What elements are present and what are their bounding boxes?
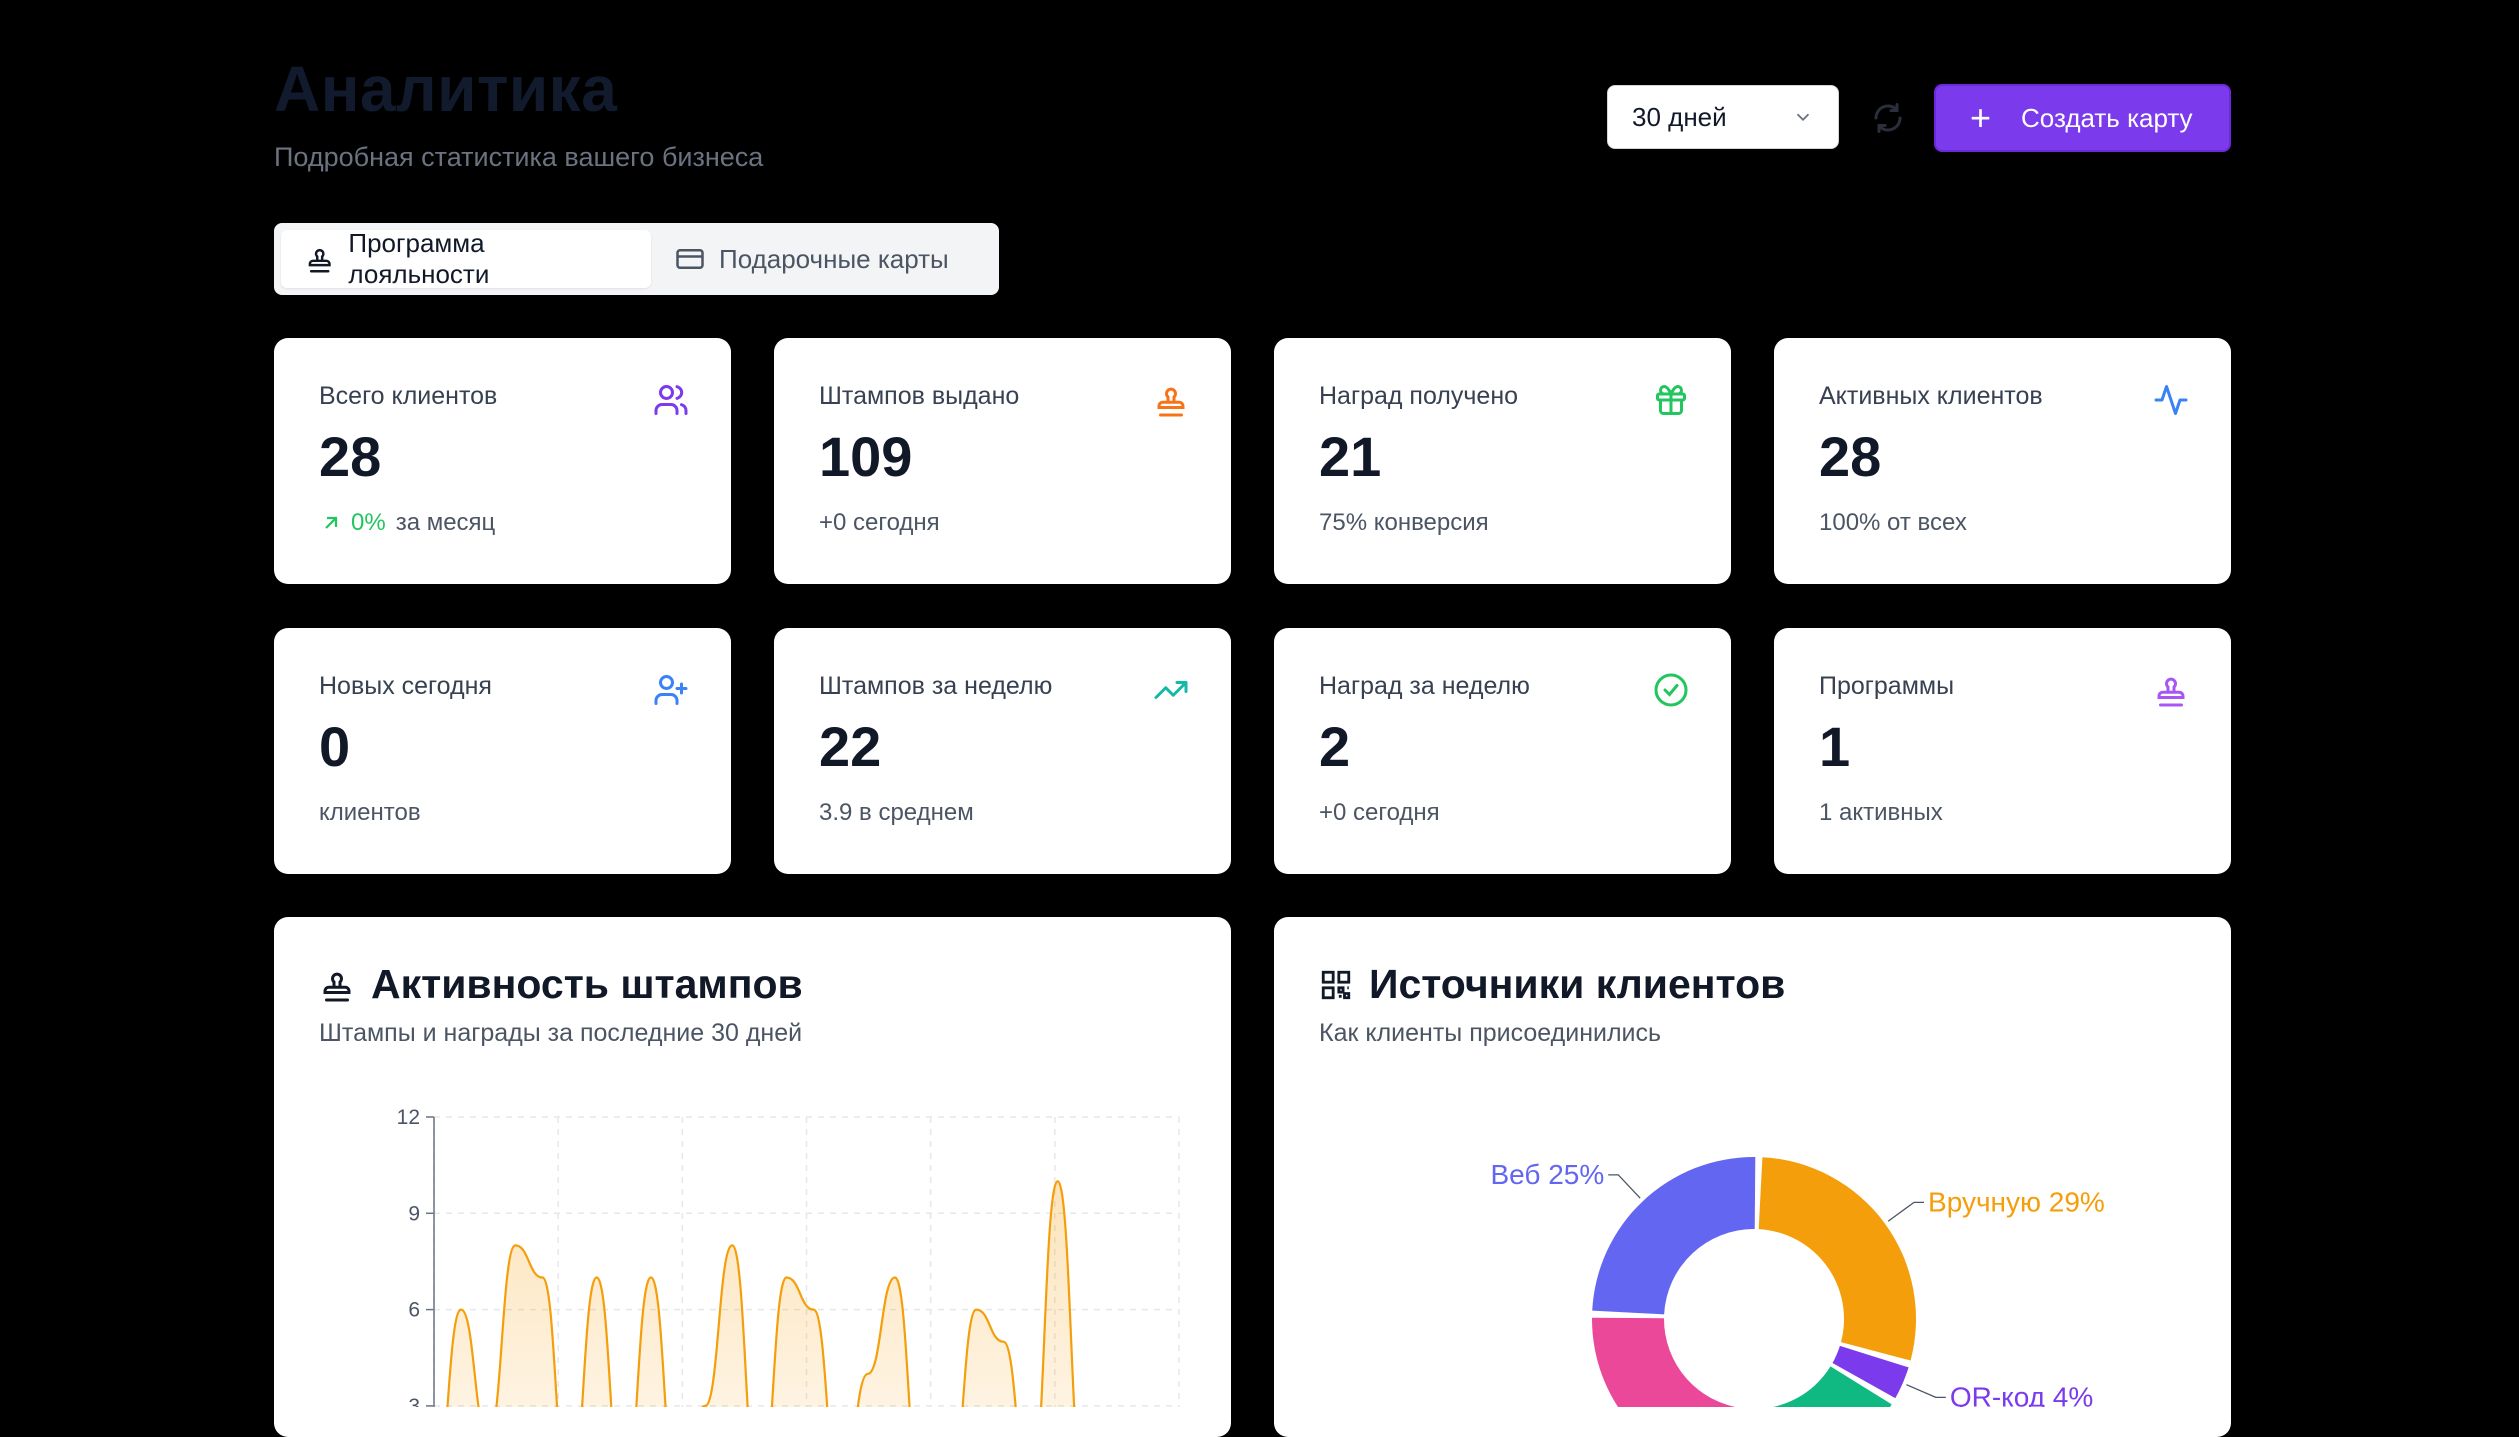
plus-icon: + — [1970, 97, 1992, 138]
stat-card-rewards-received: Наград получено 21 75% конверсия — [1274, 338, 1731, 584]
y-tick-label: 3 — [408, 1395, 420, 1407]
chevron-down-icon — [1796, 113, 1810, 122]
stat-value: 28 — [319, 425, 382, 488]
stat-label: Штампов за неделю — [819, 672, 1053, 700]
create-card-label: Создать карту — [2021, 102, 2193, 133]
credit-card-icon — [676, 249, 704, 269]
stat-value: 21 — [1319, 425, 1382, 488]
stat-card-programs: Программы 1 1 активных — [1774, 628, 2231, 874]
series-area — [447, 1181, 1075, 1407]
panel-title-text: Источники клиентов — [1369, 961, 1786, 1007]
stamp-activity-chart: 12 9 6 3 — [397, 1106, 1180, 1407]
panel-title: Источники клиентов — [1319, 961, 1785, 1008]
stat-label: Активных клиентов — [1819, 382, 2043, 410]
stat-label: Штампов выдано — [819, 382, 1020, 410]
stat-value: 0 — [319, 715, 351, 778]
stat-value: 22 — [819, 715, 882, 778]
stat-note-text: за месяц — [395, 509, 496, 536]
stamp-activity-panel: Активность штампов Штампы и награды за п… — [274, 917, 1231, 1437]
stat-card-active-clients: Активных клиентов 28 100% от всех — [1774, 338, 2231, 584]
stat-note: +0 сегодня — [1319, 799, 1440, 826]
qr-code-icon — [1321, 970, 1351, 999]
tab-gift-cards[interactable]: Подарочные карты — [651, 230, 973, 288]
stat-card-stamps-week: Штампов за неделю 22 3.9 в среднем — [774, 628, 1231, 874]
stat-note: клиентов — [319, 799, 421, 826]
stamp-icon — [1157, 387, 1185, 417]
period-select-value: 30 дней — [1632, 101, 1727, 132]
y-tick-label: 12 — [397, 1106, 420, 1129]
slice-label-leader — [1608, 1174, 1641, 1199]
stat-note: 100% от всех — [1819, 509, 1967, 536]
stat-label: Наград получено — [1319, 382, 1519, 410]
stat-card-new-today: Новых сегодня 0 клиентов — [274, 628, 731, 874]
slice-label: Вручную 29% — [1928, 1186, 2105, 1217]
stat-label: Программы — [1819, 672, 1955, 700]
check-circle-icon — [1654, 673, 1688, 707]
slice-label-leader — [1906, 1384, 1946, 1399]
client-sources-donut: Вручную 29% QR-код 4% Веб 25% — [1490, 1157, 2105, 1407]
donut-slice[interactable] — [1743, 1366, 1892, 1407]
create-card-button[interactable]: + Создать карту — [1934, 84, 2231, 152]
tab-loyalty-program-label: Программа лояльности — [348, 228, 490, 289]
stamp-icon — [323, 972, 351, 1001]
y-tick-label: 9 — [408, 1202, 420, 1225]
stat-card-total-clients: Всего клиентов 28 0% за месяц — [274, 338, 731, 584]
stat-trend: 0% — [351, 509, 386, 536]
panel-title-text: Активность штампов — [371, 961, 803, 1007]
stat-card-stamps-issued: Штампов выдано 109 +0 сегодня — [774, 338, 1231, 584]
donut-slice[interactable] — [1832, 1345, 1909, 1399]
page-title: Аналитика — [274, 53, 618, 125]
stat-note: 75% конверсия — [1319, 509, 1489, 536]
activity-icon — [2154, 385, 2188, 415]
slice-label: QR-код 4% — [1950, 1381, 2093, 1407]
slice-label: Веб 25% — [1490, 1159, 1604, 1190]
stamp-icon — [2157, 677, 2185, 707]
stat-value: 1 — [1819, 715, 1851, 778]
trending-up-icon — [1154, 681, 1188, 699]
arrow-up-right-icon — [325, 516, 338, 529]
stat-note: +0 сегодня — [819, 509, 940, 536]
series-line — [446, 1180, 1076, 1407]
period-select[interactable]: 30 дней — [1607, 85, 1839, 149]
stat-label: Новых сегодня — [319, 672, 492, 700]
user-plus-icon — [654, 675, 688, 705]
stat-label: Наград за неделю — [1319, 672, 1530, 700]
stat-card-rewards-week: Наград за неделю 2 +0 сегодня — [1274, 628, 1731, 874]
stat-note: 3.9 в среднем — [819, 799, 974, 826]
page-subtitle: Подробная статистика вашего бизнеса — [274, 142, 764, 172]
slice-label-leader — [1887, 1201, 1925, 1222]
donut-slice[interactable] — [1592, 1157, 1756, 1315]
tab-loyalty-program[interactable]: Программа лояльности — [281, 228, 651, 289]
client-sources-panel: Источники клиентов Как клиенты присоедин… — [1274, 917, 2231, 1437]
tab-bar: Программа лояльности Подарочные карты — [274, 223, 999, 295]
refresh-icon[interactable] — [1870, 100, 1906, 136]
donut-slice[interactable] — [1758, 1157, 1916, 1361]
stat-note: 0% за месяц — [319, 509, 687, 537]
users-icon — [654, 385, 688, 415]
donut-slice[interactable] — [1592, 1317, 1744, 1407]
panel-subtitle: Штампы и награды за последние 30 дней — [319, 1019, 803, 1047]
gift-icon — [1656, 384, 1686, 415]
tab-gift-cards-label: Подарочные карты — [719, 243, 949, 274]
stamp-icon — [308, 248, 331, 273]
stat-value: 28 — [1819, 425, 1882, 488]
stat-label: Всего клиентов — [319, 382, 498, 410]
panel-subtitle: Как клиенты присоединились — [1319, 1019, 1662, 1047]
stat-value: 2 — [1319, 715, 1351, 778]
y-tick-label: 6 — [408, 1299, 420, 1322]
stat-value: 109 — [819, 425, 913, 488]
panel-title: Активность штампов — [319, 961, 803, 1008]
stat-note: 1 активных — [1819, 799, 1943, 826]
